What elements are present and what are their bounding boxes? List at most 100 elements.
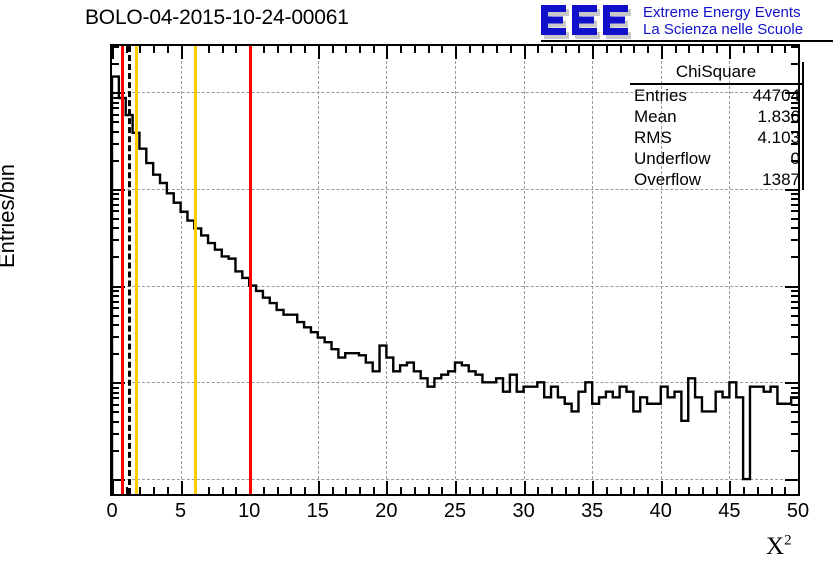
marker-line-lower-red-cut — [120, 46, 124, 494]
stats-row-value: 0 — [790, 149, 800, 168]
axis-tick-x — [413, 46, 416, 53]
axis-tick-y — [112, 239, 119, 242]
axis-tick-x — [208, 46, 211, 53]
axis-tick-y — [791, 314, 798, 317]
axis-tick-x — [784, 487, 787, 494]
axis-tick-y — [791, 203, 798, 206]
axis-tick-x — [427, 487, 430, 494]
axis-tick-y — [791, 307, 798, 310]
axis-tick-y — [112, 294, 119, 297]
axis-tick-x — [276, 46, 279, 53]
axis-tick-x — [221, 487, 224, 494]
axis-tick-x — [743, 46, 746, 53]
axis-tick-y — [791, 403, 798, 406]
eee-logo-line2: La Scienza nelle Scuole — [643, 21, 804, 38]
axis-tick-y — [112, 391, 119, 394]
axis-tick-y — [791, 159, 798, 162]
axis-tick-x — [180, 481, 183, 494]
gridline-vertical — [455, 46, 456, 494]
axis-tick-x — [633, 46, 636, 53]
axis-tick-x — [592, 46, 595, 59]
axis-tick-x — [701, 487, 704, 494]
axis-tick-y — [112, 193, 119, 196]
axis-tick-x — [290, 46, 293, 53]
axis-tick-y — [112, 432, 119, 435]
axis-tick-x — [647, 46, 650, 53]
axis-tick-y — [112, 403, 119, 406]
stats-row-value: 4.103 — [757, 128, 800, 147]
axis-tick-x — [756, 46, 759, 53]
axis-tick-y — [791, 411, 798, 414]
x-tick-label: 40 — [649, 500, 672, 522]
stats-row-key: Overflow — [634, 170, 702, 189]
axis-tick-y — [112, 314, 119, 317]
gridline-vertical — [180, 46, 182, 494]
axis-tick-y — [791, 336, 798, 339]
axis-tick-x — [674, 46, 677, 53]
axis-tick-x — [701, 46, 704, 53]
axis-tick-x — [358, 487, 361, 494]
axis-tick-y — [791, 46, 798, 48]
axis-tick-y — [791, 130, 798, 133]
axis-tick-y — [112, 285, 125, 288]
axis-tick-y — [791, 193, 798, 196]
x-tick-label: 20 — [375, 500, 398, 522]
axis-tick-x — [756, 487, 759, 494]
axis-tick-x — [605, 487, 608, 494]
axis-tick-y — [112, 307, 119, 310]
axis-tick-x — [180, 46, 183, 59]
axis-tick-y — [112, 382, 125, 385]
axis-tick-y — [791, 420, 798, 423]
axis-tick-y — [112, 290, 119, 292]
axis-tick-x — [235, 46, 238, 53]
axis-tick-x — [235, 487, 238, 494]
axis-tick-x — [482, 487, 485, 494]
axis-tick-x — [743, 487, 746, 494]
axis-tick-y — [112, 130, 119, 133]
axis-tick-x — [345, 46, 348, 53]
axis-tick-x — [564, 46, 567, 53]
axis-tick-y — [112, 46, 119, 48]
axis-tick-y — [112, 142, 119, 145]
gridline-vertical — [729, 46, 731, 494]
gridline-horizontal — [112, 382, 798, 384]
axis-tick-y — [112, 107, 119, 110]
x-tick-label: 15 — [306, 500, 329, 522]
stats-rows: Entries 44704 Mean 1.836 RMS 4.103 Underflow 0 O… — [630, 85, 802, 190]
axis-tick-y — [112, 324, 119, 327]
axis-tick-x — [372, 487, 375, 494]
gridline-vertical — [523, 46, 525, 494]
gridline-horizontal — [112, 92, 798, 94]
axis-tick-x — [660, 46, 663, 59]
axis-tick-y — [791, 227, 798, 230]
axis-tick-x — [455, 46, 457, 59]
gridline-vertical — [317, 46, 319, 494]
axis-tick-x — [509, 46, 512, 53]
axis-tick-x — [633, 487, 636, 494]
axis-tick-x — [660, 481, 663, 494]
x-tick-label: 45 — [718, 500, 741, 522]
axis-tick-x — [688, 487, 691, 494]
axis-tick-y — [112, 101, 119, 104]
axis-tick-x — [262, 46, 265, 53]
axis-tick-x — [798, 46, 800, 59]
axis-tick-x — [262, 487, 265, 494]
axis-tick-y — [112, 397, 119, 400]
axis-tick-y — [785, 188, 798, 191]
axis-tick-x — [400, 487, 403, 494]
axis-tick-x — [112, 46, 114, 59]
axis-tick-x — [619, 46, 622, 53]
axis-tick-x — [770, 46, 773, 53]
axis-tick-y — [791, 107, 798, 110]
logo-underline — [541, 40, 833, 42]
axis-tick-y — [112, 113, 119, 116]
axis-tick-y — [112, 411, 119, 414]
axis-tick-x — [153, 46, 156, 53]
axis-tick-y — [112, 63, 119, 66]
axis-tick-y — [112, 210, 119, 213]
axis-tick-x — [523, 481, 526, 494]
stats-title: ChiSquare — [630, 62, 802, 85]
axis-tick-x — [441, 46, 444, 53]
stats-row-key: RMS — [634, 128, 672, 147]
axis-tick-y — [112, 353, 119, 356]
